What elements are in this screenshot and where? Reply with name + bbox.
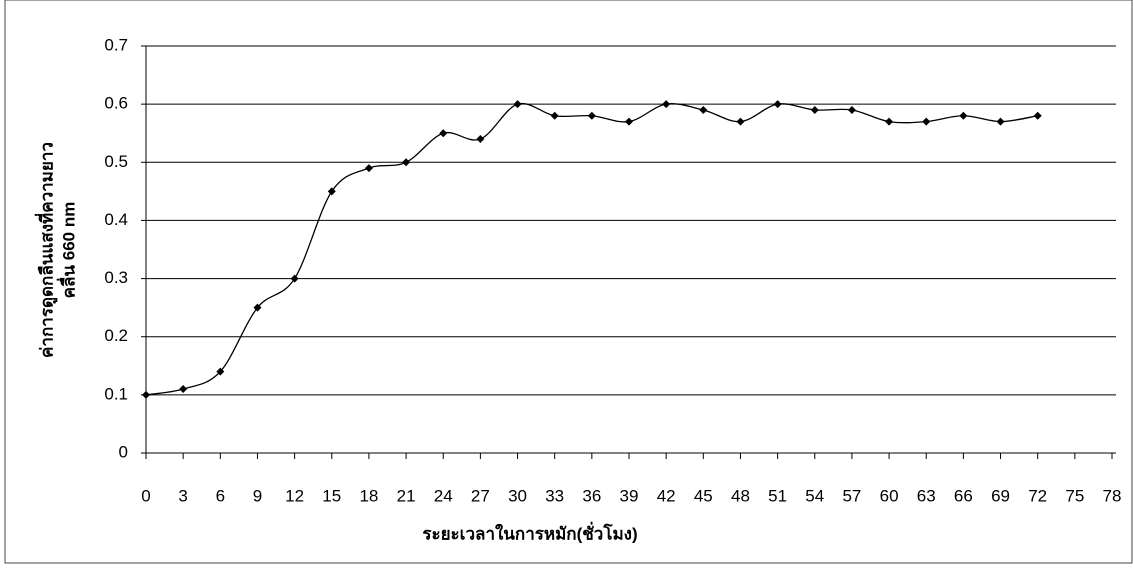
data-point <box>513 100 522 109</box>
x-axis-label: ระยะเวลาในการหมัก(ชั่วโมง) <box>422 521 637 543</box>
x-tick-label: 39 <box>620 486 639 505</box>
data-point <box>1033 111 1042 120</box>
data-point <box>253 303 262 312</box>
x-tick-label: 33 <box>545 486 564 505</box>
x-tick-label: 66 <box>954 486 973 505</box>
y-axis-label-line: คลื่น 660 nm <box>56 202 78 299</box>
x-tick-label: 6 <box>216 486 225 505</box>
x-tick-label: 75 <box>1065 486 1084 505</box>
x-tick-label: 54 <box>805 486 824 505</box>
x-tick-label: 0 <box>141 486 150 505</box>
data-point <box>699 105 708 114</box>
x-tick-label: 30 <box>508 486 527 505</box>
data-point <box>439 129 448 138</box>
data-point <box>996 117 1005 126</box>
y-tick-label: 0.6 <box>104 94 128 113</box>
y-tick-label: 0.2 <box>104 326 128 345</box>
data-point <box>773 100 782 109</box>
x-tick-label: 27 <box>471 486 490 505</box>
data-point <box>625 117 633 126</box>
x-tick-label: 15 <box>322 486 341 505</box>
x-tick-label: 18 <box>359 486 378 505</box>
data-point <box>290 274 299 283</box>
data-point <box>847 105 856 114</box>
x-tick-label: 57 <box>842 486 861 505</box>
x-tick-label: 3 <box>178 486 187 505</box>
x-tick-label: 48 <box>731 486 750 505</box>
data-point <box>736 117 745 126</box>
x-tick-label: 36 <box>582 486 601 505</box>
y-axis-label-line: ค่าการดูดกลืนแสงที่ความยาว <box>34 142 58 358</box>
data-point <box>476 135 485 144</box>
data-point <box>662 100 671 109</box>
data-point <box>327 187 336 196</box>
y-tick-label: 0.7 <box>104 35 128 54</box>
chart-frame <box>4 0 1133 564</box>
x-tick-label: 42 <box>657 486 676 505</box>
data-point <box>587 111 596 120</box>
data-point <box>922 117 931 126</box>
x-tick-label: 69 <box>991 486 1010 505</box>
x-tick-label: 60 <box>880 486 899 505</box>
x-tick-label: 63 <box>917 486 936 505</box>
x-tick-label: 9 <box>253 486 262 505</box>
x-tick-label: 24 <box>434 486 453 505</box>
y-tick-label: 0 <box>119 442 128 461</box>
data-point <box>810 105 819 114</box>
data-point <box>364 164 373 173</box>
data-point <box>959 111 968 120</box>
data-point <box>550 111 559 120</box>
x-tick-label: 12 <box>285 486 304 505</box>
x-tick-label: 45 <box>694 486 713 505</box>
y-tick-label: 0.4 <box>104 210 128 229</box>
data-point <box>885 117 894 126</box>
data-point <box>402 158 411 167</box>
y-tick-label: 0.3 <box>104 268 128 287</box>
x-tick-label: 78 <box>1103 486 1122 505</box>
data-point <box>179 385 188 394</box>
x-tick-label: 21 <box>397 486 416 505</box>
data-point <box>216 367 225 376</box>
y-tick-label: 0.5 <box>104 152 128 171</box>
x-tick-label: 51 <box>768 486 787 505</box>
y-axis-label: ค่าการดูดกลืนแสงที่ความยาว คลื่น 660 nm <box>34 142 78 358</box>
data-point <box>142 390 150 399</box>
x-tick-label: 72 <box>1028 486 1047 505</box>
y-tick-label: 0.1 <box>104 384 128 403</box>
